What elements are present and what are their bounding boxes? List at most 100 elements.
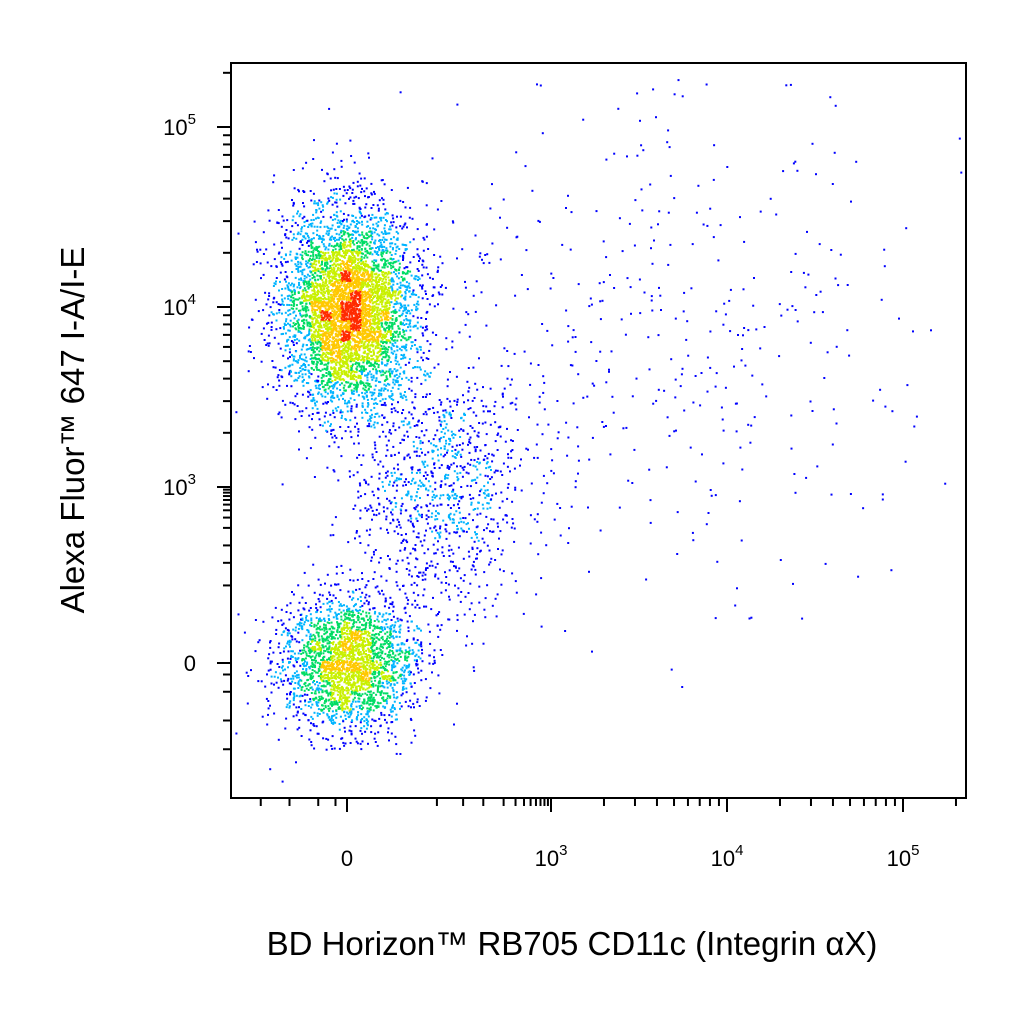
data-point	[307, 369, 310, 372]
data-point	[297, 330, 300, 333]
data-point	[299, 286, 302, 289]
data-point	[299, 253, 302, 256]
data-point	[394, 335, 397, 338]
data-point	[320, 257, 323, 260]
data-point	[396, 345, 399, 348]
data-point	[309, 325, 312, 328]
data-point	[353, 294, 356, 297]
data-point	[346, 358, 349, 361]
data-point	[408, 282, 411, 285]
data-point	[289, 289, 292, 292]
data-point	[343, 246, 346, 249]
data-point	[275, 312, 278, 315]
data-point	[387, 294, 390, 297]
data-point	[339, 360, 342, 363]
data-point	[289, 230, 292, 233]
data-point	[297, 292, 300, 294]
data-point	[329, 296, 332, 299]
data-point	[299, 233, 302, 236]
data-point	[384, 355, 387, 358]
data-point	[315, 211, 318, 214]
data-point	[289, 325, 292, 328]
data-point	[407, 338, 410, 341]
data-point	[339, 198, 342, 201]
data-point	[248, 345, 251, 347]
data-point	[347, 341, 350, 344]
data-point	[366, 339, 369, 342]
data-point	[382, 198, 385, 201]
data-point	[335, 285, 338, 288]
data-point	[328, 326, 331, 329]
data-point	[379, 315, 382, 318]
data-point	[383, 227, 386, 230]
data-point	[410, 309, 413, 312]
data-point	[360, 285, 363, 288]
data-point	[360, 258, 363, 261]
data-point	[375, 451, 378, 453]
data-point	[314, 380, 317, 383]
data-point	[359, 323, 362, 326]
data-point	[248, 326, 251, 329]
data-point	[319, 276, 322, 279]
data-point	[313, 298, 316, 301]
data-point	[368, 383, 371, 385]
data-point	[361, 404, 364, 407]
data-point	[377, 366, 380, 369]
data-point	[329, 306, 332, 309]
data-point	[344, 389, 347, 392]
data-point	[423, 238, 426, 241]
data-point	[340, 255, 343, 258]
data-point	[307, 364, 310, 367]
data-point	[415, 305, 418, 308]
data-point	[347, 292, 350, 295]
data-point	[351, 291, 354, 294]
data-point	[312, 298, 315, 301]
data-point	[305, 260, 308, 263]
data-point	[329, 312, 332, 315]
data-point	[335, 364, 338, 366]
data-point	[281, 399, 284, 402]
data-point	[308, 266, 311, 269]
data-point	[328, 344, 331, 347]
data-point	[285, 275, 288, 278]
data-point	[338, 367, 340, 370]
data-point	[373, 231, 376, 234]
data-point	[284, 366, 287, 369]
data-point	[299, 356, 301, 359]
data-point	[341, 337, 344, 340]
data-point	[314, 329, 317, 332]
data-point	[404, 295, 407, 298]
data-point	[353, 359, 356, 362]
data-point	[382, 257, 385, 260]
data-point	[389, 374, 391, 376]
data-point	[327, 352, 330, 355]
data-point	[385, 278, 387, 281]
data-point	[367, 225, 370, 228]
data-point	[409, 336, 412, 339]
data-point	[349, 264, 352, 267]
data-point	[398, 315, 401, 317]
data-point	[351, 311, 353, 314]
data-point	[332, 367, 334, 370]
data-point	[338, 273, 341, 276]
data-point	[354, 383, 357, 386]
data-point	[386, 259, 389, 262]
data-point	[325, 327, 327, 330]
data-point	[302, 314, 305, 317]
data-point	[288, 294, 291, 297]
data-point	[346, 306, 349, 309]
data-point	[362, 382, 365, 385]
data-point	[359, 269, 362, 272]
data-point	[278, 411, 281, 414]
data-point	[310, 294, 313, 297]
data-point	[365, 394, 368, 397]
data-point	[297, 269, 300, 272]
data-point	[364, 335, 367, 338]
data-point	[365, 243, 368, 246]
data-point	[329, 303, 332, 306]
data-point	[414, 278, 417, 281]
data-point	[334, 265, 337, 268]
data-point	[324, 311, 327, 314]
data-point	[373, 323, 376, 326]
data-point	[329, 378, 332, 381]
